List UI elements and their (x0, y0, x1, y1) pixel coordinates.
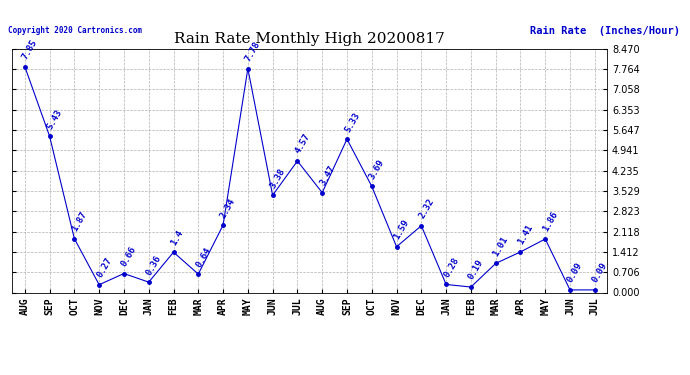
Text: 0.64: 0.64 (194, 245, 213, 268)
Text: 0.27: 0.27 (95, 256, 114, 279)
Text: 3.69: 3.69 (368, 158, 386, 181)
Text: 4.57: 4.57 (293, 132, 312, 155)
Text: 0.09: 0.09 (591, 261, 609, 284)
Title: Rain Rate Monthly High 20200817: Rain Rate Monthly High 20200817 (175, 32, 445, 46)
Text: 1.41: 1.41 (516, 223, 535, 246)
Text: 3.47: 3.47 (318, 164, 337, 187)
Text: Copyright 2020 Cartronics.com: Copyright 2020 Cartronics.com (8, 26, 142, 35)
Text: 0.28: 0.28 (442, 256, 460, 279)
Text: 1.4: 1.4 (169, 228, 185, 247)
Text: 0.19: 0.19 (466, 258, 485, 282)
Text: 5.43: 5.43 (46, 108, 64, 130)
Text: 1.86: 1.86 (541, 210, 560, 233)
Text: 2.32: 2.32 (417, 197, 435, 220)
Text: 2.34: 2.34 (219, 196, 237, 220)
Text: 0.66: 0.66 (120, 245, 138, 268)
Text: 0.09: 0.09 (566, 261, 584, 284)
Text: 7.78: 7.78 (244, 40, 262, 63)
Text: 3.38: 3.38 (268, 166, 287, 190)
Text: 0.36: 0.36 (145, 254, 163, 277)
Text: 7.85: 7.85 (21, 38, 39, 61)
Text: 5.33: 5.33 (343, 111, 362, 134)
Text: 1.87: 1.87 (70, 210, 89, 233)
Text: Rain Rate  (Inches/Hour): Rain Rate (Inches/Hour) (530, 26, 680, 36)
Text: 1.59: 1.59 (393, 218, 411, 241)
Text: 1.01: 1.01 (491, 235, 510, 258)
